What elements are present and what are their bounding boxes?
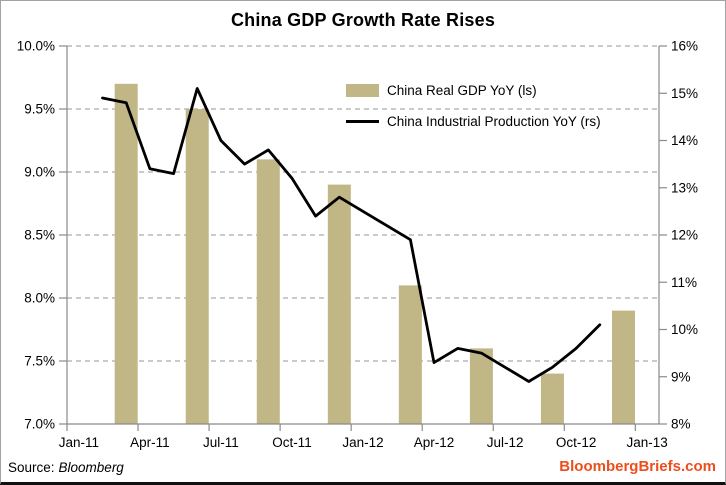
right-axis-label: 12% — [671, 228, 698, 243]
gdp-bar-Sep-12 — [540, 373, 564, 424]
left-axis-label: 8.0% — [24, 291, 55, 306]
chart-legend: China Real GDP YoY (ls) China Industrial… — [346, 80, 601, 142]
left-axis-label: 10.0% — [17, 39, 55, 54]
x-axis-label: Jul-11 — [203, 435, 239, 450]
x-axis-label: Oct-11 — [272, 435, 312, 450]
source-name: Bloomberg — [58, 460, 124, 475]
legend-item-industrial-production: China Industrial Production YoY (rs) — [346, 111, 601, 131]
x-axis-label: Oct-12 — [556, 435, 597, 450]
gdp-bar-Mar-12 — [398, 285, 422, 424]
chart-title: China GDP Growth Rate Rises — [230, 10, 496, 30]
right-axis-label: 9% — [671, 369, 691, 384]
right-axis-label: 11% — [671, 275, 697, 290]
x-axis-label: Jan-11 — [59, 435, 99, 450]
gdp-bar-Dec-11 — [327, 184, 351, 424]
right-axis-label: 16% — [671, 39, 698, 54]
right-axis-label: 10% — [671, 322, 698, 337]
gdp-bar-Sep-11 — [256, 159, 280, 424]
industrial-production-line — [101, 87, 602, 383]
gdp-bar-Jun-11 — [185, 109, 209, 424]
gdp-bar-Jun-12 — [469, 348, 493, 424]
legend-item-gdp: China Real GDP YoY (ls) — [346, 80, 601, 100]
x-axis-label: Jul-12 — [487, 435, 524, 450]
legend-label-industrial-production: China Industrial Production YoY (rs) — [387, 113, 601, 129]
right-axis-label: 8% — [671, 417, 691, 432]
branding-text: BloombergBriefs.com — [559, 458, 716, 475]
right-axis-label: 13% — [671, 180, 698, 195]
left-axis-label: 7.5% — [24, 354, 55, 369]
right-axis-label: 15% — [671, 86, 698, 101]
x-axis-label: Apr-11 — [130, 435, 170, 450]
left-axis-label: 8.5% — [24, 228, 55, 243]
x-axis-label: Jan-13 — [627, 435, 668, 450]
left-axis-label: 9.5% — [24, 102, 55, 117]
source-prefix: Source: — [8, 460, 55, 475]
legend-label-gdp: China Real GDP YoY (ls) — [387, 82, 537, 98]
bar-swatch-icon — [346, 83, 379, 97]
right-axis-label: 14% — [671, 133, 698, 148]
left-axis-label: 9.0% — [24, 165, 55, 180]
gdp-bar-Dec-12 — [611, 310, 635, 424]
left-axis-label: 7.0% — [24, 417, 55, 432]
gdp-bar-Mar-11 — [114, 83, 138, 425]
x-axis-label: Jan-12 — [342, 435, 383, 450]
source-note: Source: Bloomberg — [8, 460, 124, 475]
x-axis-label: Apr-12 — [414, 435, 455, 450]
line-swatch-icon — [346, 119, 379, 123]
